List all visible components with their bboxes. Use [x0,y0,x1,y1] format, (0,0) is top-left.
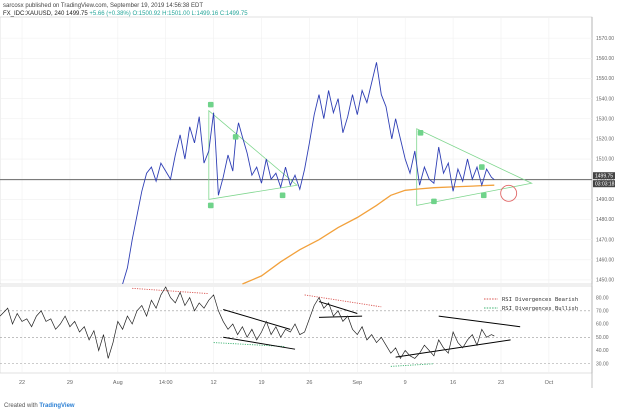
triangle-point-marker [207,101,214,108]
rsi-trendline [395,339,511,358]
price-tag-label: 1499.75 [595,173,613,179]
price-change: +5.66 (+0.38%) [89,11,131,17]
y-axis-ticks: 1450.00 1460.00 1470.00 1480.00 1490.00 1500.… [596,36,614,368]
chart-header: sarcosx published on TradingView.com, Se… [3,2,203,11]
bearish-divergence-line [304,294,382,308]
rsi-legend: RSI Divergences Bearish RSI Divergences … [484,297,578,312]
moving-average-line [242,184,495,285]
x-tick-label: 9 [404,380,407,386]
price-tick-label: 1480.00 [596,217,614,223]
x-tick-label: 12 [211,380,217,386]
price-tick-label: 1500.00 [596,177,614,183]
footer: Created with TradingView [4,403,75,409]
price-series-group [122,62,495,285]
x-tick-label: 26 [306,380,312,386]
rsi-trendline [318,301,358,314]
price-grid [0,17,592,373]
legend-bearish-label: RSI Divergences Bearish [502,297,578,303]
triangle-point-marker [232,134,239,140]
triangle-point-markers [207,101,487,209]
x-tick-label: 29 [67,380,73,386]
rsi-tick-label: 60.00 [596,322,609,328]
rsi-trendline [438,315,521,328]
bearish-divergence-line [132,287,209,295]
price-tag-bg [593,180,615,188]
triangle-point-marker [279,192,286,199]
price-tag-bg [593,172,615,180]
price-tick-label: 1540.00 [596,96,614,102]
price-tick-label: 1450.00 [596,278,614,284]
rsi-series-group [0,286,495,360]
triangle-point-marker [207,202,214,209]
rsi-tick-label: 50.00 [596,335,609,341]
price-tick-label: 1560.00 [596,56,614,62]
x-tick-label: 16 [450,380,456,386]
rsi-trendline [223,309,291,330]
price-tick-label: 1490.00 [596,197,614,203]
rsi-annotations [132,287,521,367]
price-tick-label: 1520.00 [596,137,614,143]
price-panel-frame [0,16,593,285]
price-tag-label: 03:03:18 [595,181,615,187]
ohlc-values: O:1500.92 H:1501.00 L:1499.16 C:1499.75 [132,11,248,17]
x-tick-label: Aug [113,380,123,386]
price-tags: 1499.75 03:03:18 [593,172,615,187]
triangle-point-marker [479,164,485,170]
price-tick-label: 1460.00 [596,258,614,264]
price-tick-label: 1570.00 [596,36,614,42]
rsi-trendline [223,336,296,350]
bullish-divergence-line [390,363,434,367]
triangle-point-marker [417,130,424,136]
x-tick-label: 23 [498,380,504,386]
rsi-tick-label: 40.00 [596,348,609,354]
x-tick-label: 14:00 [159,380,173,386]
triangle-point-marker [480,192,487,199]
price-tick-label: 1470.00 [596,237,614,243]
legend-bullish-label: RSI Divergences Bullish [502,306,578,312]
rsi-grid [0,310,592,365]
tradingview-logo[interactable]: TradingView [39,403,75,409]
x-tick-label: 22 [19,380,25,386]
triangle-pattern-2 [416,128,533,206]
price-line [122,62,495,285]
symbol-line: FX_IDC:XAUUSD, 240 1499.75 +5.66 (+0.38%… [3,11,248,17]
last-price: 1499.75 [66,11,88,17]
x-tick-label: Oct [545,380,554,386]
rsi-line [0,286,495,360]
price-tick-label: 1550.00 [596,76,614,82]
rsi-tick-label: 70.00 [596,309,609,315]
x-tick-label: Sep [352,380,362,386]
price-annotations [0,109,592,206]
published-line: sarcosx published on TradingView.com, Se… [3,3,204,9]
symbol-label: FX_IDC:XAUUSD, 240 [3,11,65,17]
x-tick-label: 19 [258,380,264,386]
footer-created: Created with [4,403,38,409]
target-circle [500,184,518,202]
rsi-tick-label: 80.00 [596,295,609,301]
price-tick-label: 1510.00 [596,157,614,163]
triangle-point-marker [431,198,437,205]
triangle-pattern-1 [208,109,298,200]
price-tick-label: 1530.00 [596,116,614,122]
rsi-tick-label: 30.00 [596,361,609,367]
x-axis-ticks: 22 29 Aug 14:00 12 19 26 Sep 9 16 23 Oct [19,380,554,386]
